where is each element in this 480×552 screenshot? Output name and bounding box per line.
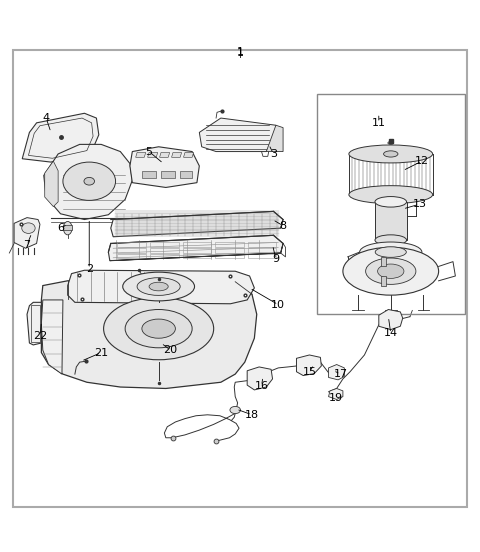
Text: 3: 3 [270,149,277,159]
Ellipse shape [230,406,240,413]
Ellipse shape [149,282,168,291]
Text: 21: 21 [94,348,108,358]
Text: 8: 8 [279,221,287,231]
Polygon shape [108,235,283,261]
Polygon shape [183,152,193,157]
Bar [182,253,211,258]
Bar [215,253,244,258]
Bar [150,248,179,253]
Ellipse shape [137,278,180,295]
Bar [248,248,276,253]
Bar [118,242,146,247]
Text: 16: 16 [254,381,268,391]
Polygon shape [136,152,146,157]
Bar [375,202,407,240]
Polygon shape [328,389,343,400]
Bar [180,171,192,178]
Bar [182,248,211,253]
Ellipse shape [375,247,406,257]
Bar [381,276,386,285]
Bar [381,257,386,267]
Text: 9: 9 [272,254,279,264]
Text: 14: 14 [384,328,398,338]
Bar [118,253,146,258]
Ellipse shape [343,247,439,295]
Text: 13: 13 [412,199,426,209]
Ellipse shape [22,223,35,233]
Text: 1: 1 [237,49,243,59]
Bar [150,242,179,247]
Polygon shape [130,147,199,188]
Bar [161,171,175,178]
Text: 10: 10 [271,300,285,310]
Ellipse shape [63,162,116,200]
Ellipse shape [142,319,175,338]
Text: 4: 4 [43,113,50,123]
Ellipse shape [84,177,95,185]
Bar [215,242,244,247]
Ellipse shape [63,221,72,235]
Polygon shape [111,211,283,237]
Ellipse shape [360,242,422,262]
Text: 22: 22 [33,331,48,341]
Text: 1: 1 [237,47,243,57]
Bar [317,94,465,314]
Text: 12: 12 [415,156,429,166]
Polygon shape [328,364,344,380]
Polygon shape [41,300,63,374]
Polygon shape [41,281,257,389]
Bar [248,242,276,247]
Polygon shape [379,310,403,330]
Ellipse shape [375,235,407,246]
Polygon shape [297,355,322,375]
Polygon shape [22,113,99,162]
Text: 20: 20 [164,345,178,355]
Text: 5: 5 [145,147,153,157]
Text: 2: 2 [85,264,93,274]
Text: 18: 18 [245,410,259,420]
Polygon shape [44,145,132,220]
Bar [215,248,244,253]
Bar [142,171,156,178]
Polygon shape [14,217,40,248]
Ellipse shape [125,310,192,348]
Ellipse shape [349,145,432,163]
Ellipse shape [375,197,407,207]
Polygon shape [159,152,169,157]
Bar [248,253,276,258]
Ellipse shape [378,264,404,278]
Bar [63,225,72,230]
Bar [182,242,211,247]
Polygon shape [247,367,273,390]
Ellipse shape [388,141,394,145]
Text: 11: 11 [372,118,386,128]
Bar [31,305,40,342]
Ellipse shape [123,272,194,301]
Polygon shape [148,152,157,157]
Text: 7: 7 [24,240,31,250]
Text: 6: 6 [57,223,64,233]
Polygon shape [27,302,41,345]
Polygon shape [171,152,181,157]
Ellipse shape [349,185,432,204]
Bar [150,253,179,258]
Ellipse shape [384,151,398,157]
Polygon shape [45,161,58,206]
Text: 19: 19 [329,393,343,403]
Text: 17: 17 [334,369,348,379]
Ellipse shape [104,298,214,360]
Text: 15: 15 [302,367,316,376]
Ellipse shape [366,258,416,284]
Bar [118,248,146,253]
Polygon shape [199,118,278,152]
Polygon shape [266,125,283,152]
Polygon shape [68,270,254,304]
